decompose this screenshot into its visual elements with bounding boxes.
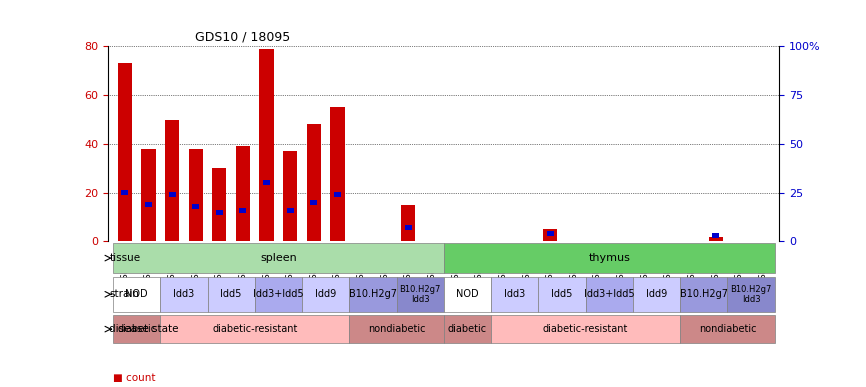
Bar (165, 120, 179, 241)
Bar (633, 277, 680, 312)
Text: diabetic: diabetic (448, 324, 487, 334)
Bar (680, 315, 775, 343)
Bar (113, 315, 160, 343)
Bar (255, 277, 302, 312)
Bar (287, 208, 294, 212)
Bar (189, 149, 203, 241)
Bar (118, 63, 132, 241)
Bar (539, 277, 585, 312)
Bar (216, 210, 223, 214)
Bar (727, 277, 775, 312)
Bar (145, 202, 152, 207)
Bar (491, 315, 680, 343)
Bar (260, 49, 274, 241)
Bar (212, 168, 226, 241)
Text: thymus: thymus (588, 253, 630, 263)
Bar (546, 231, 553, 236)
Text: Idd3+Idd5: Idd3+Idd5 (253, 289, 304, 299)
Bar (491, 277, 539, 312)
Text: diabetic: diabetic (117, 324, 156, 334)
Text: spleen: spleen (260, 253, 297, 263)
Bar (113, 277, 160, 312)
Text: NOD: NOD (456, 289, 479, 299)
Text: Idd3: Idd3 (173, 289, 195, 299)
Bar (397, 277, 443, 312)
Bar (585, 277, 633, 312)
Bar (680, 277, 727, 312)
Bar (263, 180, 270, 185)
Bar (543, 229, 557, 241)
Text: GDS10 / 18095: GDS10 / 18095 (196, 31, 291, 44)
Bar (404, 225, 412, 230)
Bar (331, 107, 345, 241)
Text: disease state: disease state (109, 324, 179, 334)
Text: strain: strain (109, 289, 139, 299)
Text: nondiabetic: nondiabetic (699, 324, 756, 334)
Bar (708, 236, 723, 241)
Bar (444, 315, 491, 343)
Bar (169, 192, 176, 197)
Bar (160, 277, 208, 312)
Bar (302, 277, 349, 312)
Text: B10.H2g7: B10.H2g7 (349, 289, 397, 299)
Bar (712, 233, 719, 238)
Bar (141, 149, 156, 241)
Text: Idd9: Idd9 (646, 289, 667, 299)
Bar (310, 200, 318, 205)
Bar (444, 243, 775, 273)
Bar (334, 192, 341, 197)
Text: B10.H2g7
Idd3: B10.H2g7 Idd3 (399, 284, 441, 304)
Text: tissue: tissue (109, 253, 140, 263)
Bar (349, 315, 444, 343)
Bar (283, 151, 297, 241)
Text: diabetic-resistant: diabetic-resistant (212, 324, 297, 334)
Bar (444, 277, 491, 312)
Text: diabetic-resistant: diabetic-resistant (543, 324, 629, 334)
Text: Idd3+Idd5: Idd3+Idd5 (584, 289, 635, 299)
Text: B10.H2g7
Idd3: B10.H2g7 Idd3 (730, 284, 772, 304)
Text: B10.H2g7: B10.H2g7 (680, 289, 727, 299)
Bar (192, 204, 199, 209)
Bar (401, 205, 416, 241)
Text: NOD: NOD (126, 289, 148, 299)
Bar (113, 243, 444, 273)
Text: ■ count: ■ count (113, 373, 155, 383)
Text: Idd3: Idd3 (504, 289, 526, 299)
Bar (236, 146, 250, 241)
Bar (349, 277, 397, 312)
Text: Idd9: Idd9 (315, 289, 336, 299)
Text: Idd5: Idd5 (552, 289, 572, 299)
Text: Idd5: Idd5 (221, 289, 242, 299)
Bar (121, 190, 128, 195)
Bar (307, 124, 321, 241)
Text: nondiabetic: nondiabetic (368, 324, 425, 334)
Bar (160, 315, 349, 343)
Bar (239, 208, 247, 212)
Bar (208, 277, 255, 312)
